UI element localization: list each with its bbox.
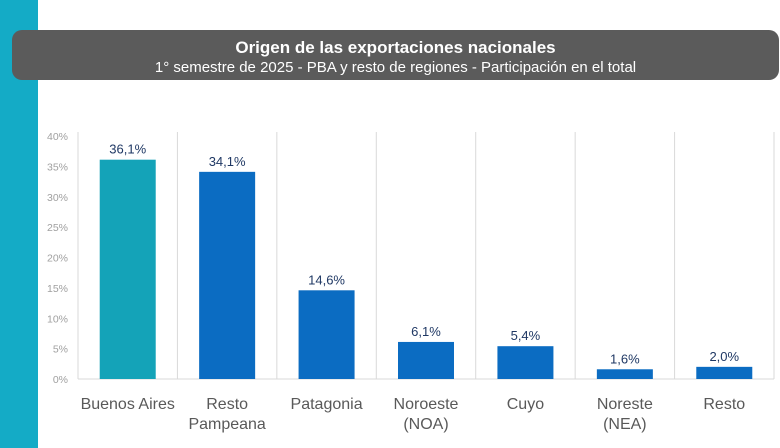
y-tick-label: 30% — [47, 192, 68, 204]
y-tick-label: 25% — [47, 222, 68, 234]
category-label: Resto Pampeana — [188, 396, 265, 433]
chart-subtitle: 1° semestre de 2025 - PBA y resto de reg… — [154, 59, 637, 76]
category-label: Buenos Aires — [81, 396, 175, 413]
bar — [298, 290, 355, 379]
y-tick-label: 0% — [53, 374, 68, 386]
data-label: 14,6% — [308, 272, 345, 287]
data-label: 5,4% — [511, 328, 541, 343]
data-label: 2,0% — [709, 349, 739, 364]
bar — [199, 171, 256, 379]
bar — [596, 369, 653, 379]
category-label: Resto — [703, 396, 745, 413]
bar — [398, 341, 454, 379]
y-tick-label: 15% — [47, 283, 68, 295]
y-tick-label: 20% — [47, 253, 68, 265]
chart-title: Origen de las exportaciones nacionales — [235, 38, 556, 57]
chart-title-banner: Origen de las exportaciones nacionales 1… — [12, 30, 779, 80]
category-label: Patagonia — [291, 396, 363, 413]
bar — [99, 159, 156, 379]
y-tick-label: 10% — [47, 313, 68, 325]
data-label: 6,1% — [411, 324, 441, 339]
data-label: 34,1% — [209, 154, 246, 169]
y-tick-label: 35% — [47, 161, 68, 173]
bar — [497, 346, 554, 379]
data-label: 36,1% — [109, 142, 146, 157]
category-label: Cuyo — [507, 396, 544, 413]
y-tick-label: 40% — [47, 131, 68, 143]
data-label: 1,6% — [610, 351, 640, 366]
bar-chart: 0% 5% 10% 15% 20% 25% 30% 35% 40% 36,1% Buenos Air… — [47, 131, 775, 433]
y-tick-label: 5% — [53, 344, 68, 356]
category-label: Noreste (NEA) — [597, 396, 653, 433]
category-label: Noroeste (NOA) — [394, 396, 459, 433]
bar — [696, 366, 753, 379]
